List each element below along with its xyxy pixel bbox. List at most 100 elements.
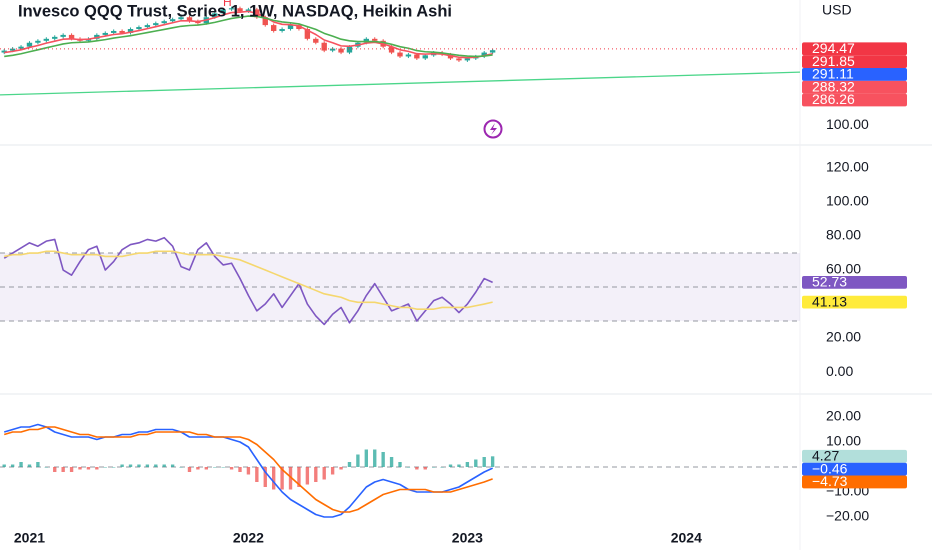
candle-body	[1, 50, 7, 53]
candle-body	[237, 8, 243, 12]
histogram-bar	[465, 462, 470, 467]
candle-body	[329, 48, 336, 51]
x-tick-label: 2023	[452, 530, 483, 546]
x-tick-label: 2024	[671, 530, 702, 546]
histogram-bar	[246, 467, 251, 475]
candle-body	[372, 38, 378, 41]
candle-body	[110, 30, 117, 33]
alert-circle	[483, 119, 503, 139]
chart-title: Invesco QQQ Trust, Series 1, 1W, NASDAQ,…	[18, 2, 452, 20]
histogram-bar	[272, 467, 276, 490]
y-tick-label: −20.00	[826, 508, 869, 524]
candle-body	[245, 9, 252, 12]
price-label: 291.11	[812, 66, 854, 82]
histogram-bar	[238, 467, 242, 472]
candle-body	[119, 30, 125, 33]
candle-body	[262, 17, 268, 26]
histogram-bar	[339, 467, 343, 470]
candle-body	[481, 52, 487, 57]
series-line	[3, 423, 493, 518]
histogram-bar	[474, 459, 478, 467]
histogram-bar	[10, 464, 15, 467]
histogram-bar	[255, 467, 259, 482]
candle-body	[464, 58, 471, 61]
histogram-bar	[356, 454, 360, 467]
series-line	[4, 15, 493, 58]
alert-bolt	[490, 123, 497, 135]
candle-body	[102, 32, 108, 35]
histogram-bar	[406, 467, 411, 468]
candle-body	[212, 13, 218, 18]
histogram-bar	[86, 467, 91, 470]
histogram-bar	[280, 467, 284, 490]
histogram-bar	[204, 467, 208, 470]
histogram-bar	[314, 467, 318, 482]
candle-body	[43, 38, 50, 41]
price-label-box	[802, 68, 907, 81]
y-tick-label: 100.00	[826, 193, 869, 209]
histogram-bar	[187, 467, 192, 472]
histogram-bar	[432, 467, 436, 468]
candle-body	[169, 19, 176, 22]
histogram-bar	[103, 467, 107, 468]
histogram-bar	[27, 464, 32, 467]
y-tick-label: 10.00	[826, 433, 861, 449]
candle-body	[489, 50, 496, 53]
y-tick-label: 60.00	[826, 261, 861, 277]
candle-body	[346, 46, 353, 53]
histogram-bar	[44, 467, 48, 468]
candle-body	[18, 46, 24, 49]
candle-body	[279, 29, 285, 31]
candle-body	[304, 29, 311, 39]
price-label: −0.46	[812, 460, 848, 476]
histogram-bar	[288, 467, 293, 490]
alert-icon[interactable]	[483, 119, 503, 139]
histogram-bar	[61, 467, 65, 472]
histogram-bar	[482, 457, 486, 467]
histogram-bar	[154, 464, 158, 467]
price-label: −4.73	[812, 473, 848, 489]
candle-body	[186, 17, 193, 22]
price-label-box	[802, 462, 907, 476]
histogram-bar	[423, 467, 427, 470]
price-label-box	[802, 275, 907, 289]
histogram-bar	[373, 449, 377, 467]
event-marker: H	[223, 0, 232, 9]
price-label-box	[802, 475, 907, 489]
candle-body	[456, 58, 462, 61]
histogram-bar	[53, 467, 57, 472]
histogram-bar	[19, 462, 23, 467]
histogram-bar	[398, 462, 402, 467]
candle-body	[313, 38, 319, 43]
price-label-box	[802, 295, 907, 309]
histogram-bar	[305, 467, 310, 485]
currency-label: USD	[822, 2, 852, 18]
histogram-bar	[196, 467, 200, 470]
histogram-bar	[263, 467, 267, 487]
candle-body	[68, 34, 75, 39]
histogram-bar	[36, 462, 40, 467]
candle-body	[144, 25, 151, 28]
candle-body	[321, 42, 327, 51]
histogram-bar	[322, 467, 326, 480]
histogram-bar	[2, 464, 6, 467]
price-label: 41.13	[812, 293, 847, 309]
price-label: 52.73	[812, 274, 847, 290]
series-line	[3, 426, 493, 513]
candle-body	[338, 48, 344, 53]
histogram-bar	[95, 467, 99, 470]
histogram-bar	[170, 464, 175, 467]
candle-body	[60, 34, 66, 37]
histogram-bar	[347, 462, 352, 467]
histogram-bar	[381, 452, 385, 467]
series-line	[4, 250, 493, 310]
histogram-bar	[112, 467, 116, 468]
histogram-bar	[78, 467, 82, 470]
y-tick-label: 20.00	[826, 408, 861, 424]
histogram-bar	[179, 467, 183, 468]
series-line	[4, 10, 493, 59]
candle-body	[9, 48, 16, 51]
price-label: 4.27	[812, 448, 839, 464]
candle-body	[414, 54, 420, 59]
